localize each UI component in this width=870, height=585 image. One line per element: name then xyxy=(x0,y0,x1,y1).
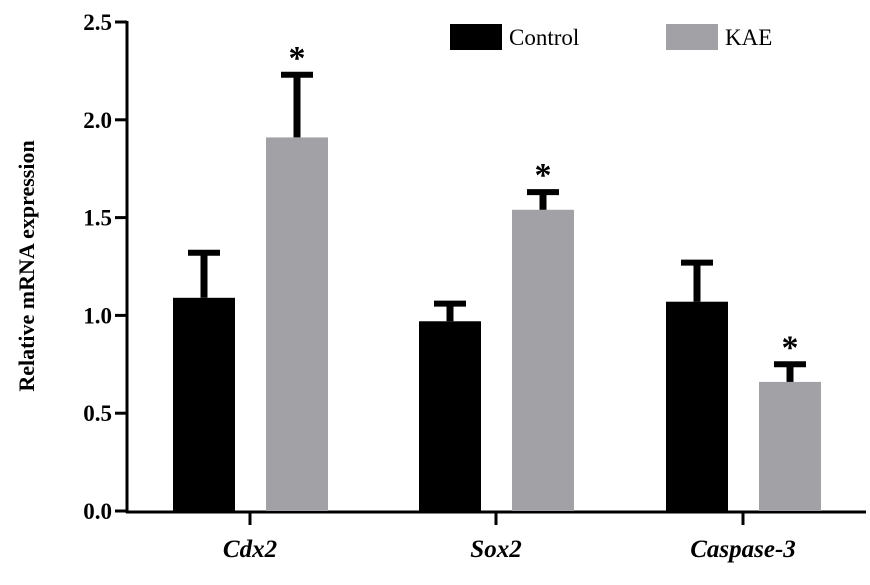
legend-item-kae: KAE xyxy=(666,24,772,50)
significance-star: * xyxy=(535,157,552,194)
bar-kae-sox2: * xyxy=(512,157,574,511)
bar xyxy=(759,381,821,511)
y-tick-label: 0.0 xyxy=(83,499,112,524)
x-category-label: Caspase-3 xyxy=(690,536,796,563)
bar xyxy=(266,137,328,512)
significance-star: * xyxy=(782,329,799,366)
y-tick-label: 2.5 xyxy=(83,10,112,35)
y-tick-label: 0.5 xyxy=(83,401,112,426)
bar xyxy=(173,297,235,511)
legend-item-control: Control xyxy=(450,24,579,50)
significance-star: * xyxy=(289,40,306,77)
y-tick-label: 1.5 xyxy=(83,206,112,231)
bar xyxy=(419,321,481,511)
y-axis: 0.0 0.5 1.0 1.5 2.0 2.5 xyxy=(83,10,129,524)
bar-control-cdx2 xyxy=(173,249,235,511)
bar-control-caspase-3 xyxy=(666,259,728,511)
x-category-label: Cdx2 xyxy=(223,536,277,563)
y-tick-label: 1.0 xyxy=(83,303,112,328)
x-axis: Cdx2 Sox2 Caspase-3 xyxy=(126,510,866,563)
legend-label: Control xyxy=(509,25,579,50)
bar-kae-cdx2: * xyxy=(266,40,328,512)
x-category-label: Sox2 xyxy=(470,536,521,563)
bar-control-sox2 xyxy=(419,300,481,511)
y-tick-label: 2.0 xyxy=(83,108,112,133)
legend: Control KAE xyxy=(450,24,772,50)
legend-swatch xyxy=(666,24,718,50)
bar xyxy=(666,301,728,511)
bar-kae-caspase-3: * xyxy=(759,329,821,511)
legend-swatch xyxy=(450,24,502,50)
y-axis-title: Relative mRNA expression xyxy=(14,140,39,391)
bar xyxy=(512,209,574,511)
bars: * * * xyxy=(173,40,821,512)
legend-label: KAE xyxy=(725,25,772,50)
